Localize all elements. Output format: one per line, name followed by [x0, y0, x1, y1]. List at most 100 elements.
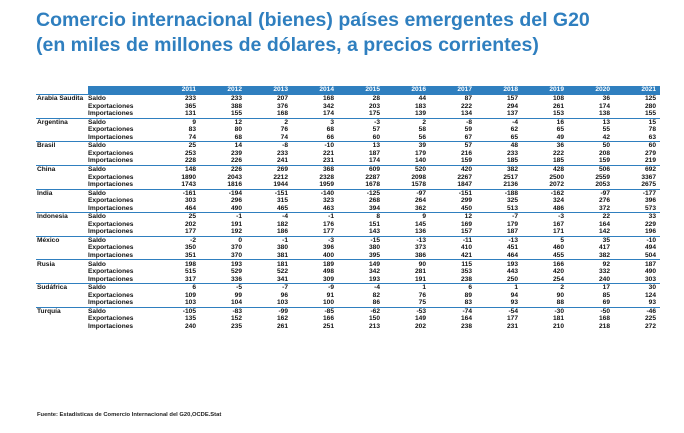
value-cell: -3 [522, 212, 568, 221]
value-cell: -11 [430, 235, 476, 245]
table-row: Exportaciones 350 370 380 396 380 373 410 451 460… [36, 244, 660, 252]
value-cell: 174 [322, 110, 334, 118]
value-cell: 323 [322, 197, 334, 205]
country-cell: Arabia Saudita [36, 93, 88, 103]
value-cell: 115 [430, 259, 476, 269]
value-cell: 55 [602, 126, 610, 134]
value-cell: 2072 [549, 181, 564, 189]
country-cell [36, 315, 88, 323]
country-cell [36, 173, 88, 181]
value-cell: 231 [506, 322, 518, 330]
value-cell: 573 [644, 204, 656, 212]
value-cell: 1 [476, 283, 522, 292]
value-cell: 251 [322, 322, 334, 330]
value-cell: 186 [276, 228, 288, 236]
value-cell: 443 [506, 268, 518, 276]
value-cell: 157 [460, 228, 472, 236]
value-cell: 455 [552, 252, 564, 259]
value-cell: 315 [276, 197, 288, 205]
table-row: Exportaciones 515 529 522 498 342 281 353 443 420… [36, 268, 660, 276]
value-cell: 1959 [319, 181, 334, 189]
value-cell: 394 [368, 204, 380, 212]
value-cell: 421 [460, 252, 472, 259]
value-cell: 465 [276, 204, 288, 212]
value-cell: 30 [614, 283, 660, 292]
value-cell: 8 [338, 212, 384, 221]
value-cell: 342 [368, 268, 380, 276]
value-cell: 149 [414, 315, 426, 323]
value-cell: 193 [200, 259, 246, 269]
value-cell: -13 [384, 235, 430, 245]
value-cell: 261 [276, 322, 288, 330]
value-cell: 74 [280, 133, 288, 141]
value-cell: 226 [230, 157, 242, 165]
value-cell: 296 [230, 197, 242, 205]
value-cell: 522 [276, 268, 288, 276]
value-cell: 233 [276, 149, 288, 157]
value-cell: 68 [234, 133, 242, 141]
measure-cell: Saldo [88, 93, 154, 103]
value-cell: 193 [476, 259, 522, 269]
value-cell: 181 [552, 315, 564, 323]
value-cell: 498 [322, 268, 334, 276]
table-row: Brasil Saldo 25 14 -8 -10 13 39 57 48 36 50 60 [36, 141, 660, 150]
value-cell: 463 [322, 204, 334, 212]
value-cell: 464 [506, 252, 518, 259]
country-cell [36, 323, 88, 331]
value-cell: -8 [246, 141, 292, 150]
value-cell: 1890 [181, 173, 196, 181]
value-cell: 2 [246, 117, 292, 127]
value-cell: 229 [644, 220, 656, 228]
value-cell: 93 [648, 299, 656, 307]
value-cell: 177 [506, 315, 518, 323]
value-cell: 174 [368, 157, 380, 165]
country-cell [36, 252, 88, 260]
value-cell: -125 [338, 188, 384, 198]
value-cell: -2 [154, 235, 200, 245]
value-cell: 80 [234, 126, 242, 134]
value-cell: 44 [384, 93, 430, 103]
value-cell: 57 [372, 126, 380, 134]
value-cell: 2287 [365, 173, 380, 181]
value-cell: -13 [476, 235, 522, 245]
value-cell: 362 [414, 204, 426, 212]
value-cell: 372 [598, 204, 610, 212]
value-cell: 268 [368, 197, 380, 205]
value-cell: 1847 [457, 181, 472, 189]
value-cell: -3 [292, 235, 338, 245]
value-cell: 376 [276, 102, 288, 110]
value-cell: 39 [384, 141, 430, 150]
country-cell: Rusia [36, 259, 88, 269]
value-cell: -10 [292, 141, 338, 150]
value-cell: 89 [464, 291, 472, 299]
measure-cell: Importaciones [88, 110, 134, 118]
value-cell: 280 [644, 102, 656, 110]
value-cell: 1816 [227, 181, 242, 189]
country-cell: México [36, 235, 88, 245]
value-cell: 168 [276, 110, 288, 118]
value-cell: 2136 [503, 181, 518, 189]
country-cell [36, 221, 88, 229]
value-cell: 183 [414, 102, 426, 110]
table-row: Argentina Saldo 9 12 2 3 -3 2 -8 -4 16 13 15 [36, 117, 660, 127]
value-cell: 149 [338, 259, 384, 269]
value-cell: 9 [384, 212, 430, 221]
year-header: 2019 [522, 86, 568, 95]
value-cell: 254 [552, 275, 564, 283]
value-cell: 109 [184, 291, 196, 299]
value-cell: 410 [460, 244, 472, 252]
value-cell: 332 [598, 268, 610, 276]
table-row: China Saldo 148 226 269 368 609 520 420 382 428 506… [36, 164, 660, 174]
value-cell: -97 [384, 188, 430, 198]
value-cell: 57 [430, 141, 476, 150]
measure-cell: Importaciones [88, 299, 134, 307]
value-cell: 152 [230, 315, 242, 323]
value-cell: 396 [644, 197, 656, 205]
value-cell: 108 [522, 93, 568, 103]
value-cell: -151 [430, 188, 476, 198]
value-cell: 78 [648, 126, 656, 134]
title-line-1: Comercio internacional (bienes) países e… [36, 9, 590, 31]
value-cell: 182 [276, 220, 288, 228]
value-cell: 90 [556, 291, 564, 299]
value-cell: 264 [414, 197, 426, 205]
